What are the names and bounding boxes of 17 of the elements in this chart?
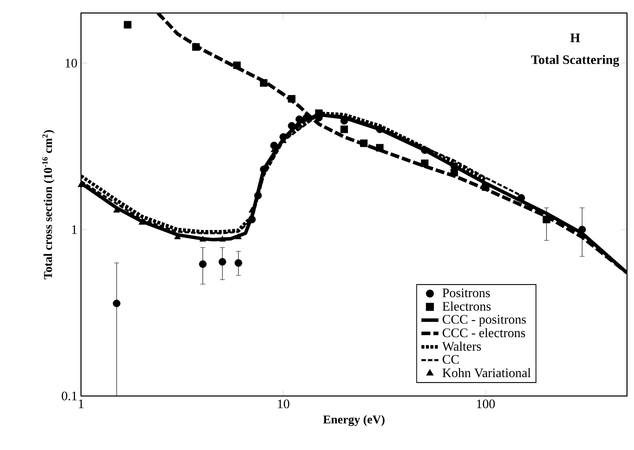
legend-label: Kohn Variational [442, 368, 531, 378]
annotation: Total Scattering [531, 54, 620, 67]
annotation: H [570, 34, 580, 42]
y-tick-label: 10 [66, 58, 77, 68]
y-axis-title: Total cross section (10$^{-16}$ cm$^{2}$) [42, 130, 54, 280]
y-tick-label: 1 [72, 225, 77, 234]
legend-label: Positrons [442, 288, 490, 298]
x-axis-title: Energy (eV) [323, 415, 385, 426]
legend-label: Electrons [442, 302, 491, 311]
legend-label: CC [442, 355, 459, 364]
legend-label: CCC - positrons [442, 315, 526, 326]
y-tick-label: 0.1 [62, 392, 77, 400]
legend-label: Walters [442, 342, 481, 351]
x-tick-label: 1 [78, 400, 84, 408]
x-tick-label: 10 [278, 400, 290, 408]
legend-label: CCC - electrons [442, 328, 526, 338]
x-tick-label: 100 [477, 400, 495, 408]
